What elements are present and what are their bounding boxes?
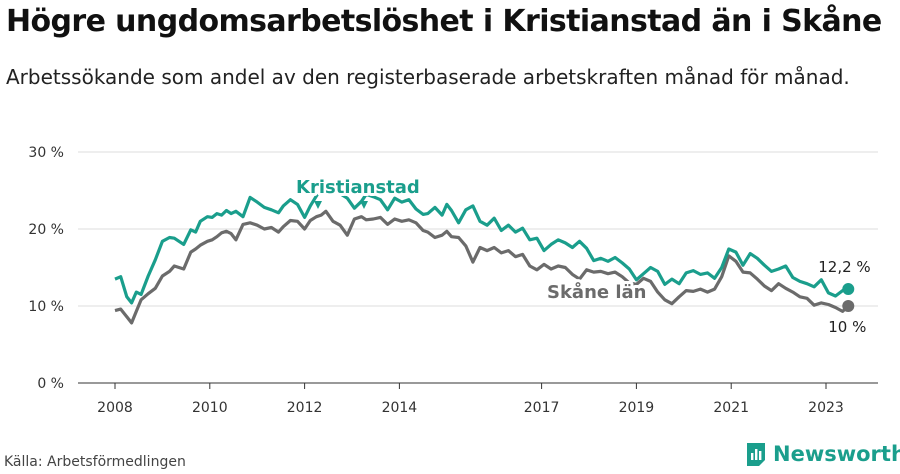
- label-pointer: [360, 201, 368, 209]
- chart-title: Högre ungdomsarbetslöshet i Kristianstad…: [6, 4, 882, 39]
- x-tick-label: 2012: [287, 400, 323, 416]
- series-line-kristianstad: [114, 182, 849, 305]
- label-layer: 12,2 %10 %KristianstadKristianstadSkåne …: [293, 174, 871, 336]
- series-label-halo: Skåne län: [547, 281, 647, 303]
- x-tick-label: 2014: [382, 400, 418, 416]
- y-tick-label: 30 %: [28, 145, 64, 161]
- series-label-halo: Kristianstad: [296, 177, 420, 198]
- series-line-skane: [114, 209, 850, 325]
- end-point-skane: [842, 300, 855, 312]
- brand-name: Newsworthy: [773, 442, 900, 466]
- series-layer: [114, 182, 855, 325]
- y-tick-label: 10 %: [28, 299, 64, 315]
- x-tick-label: 2019: [619, 400, 655, 416]
- x-tick-label: 2021: [713, 400, 749, 416]
- x-tick-label: 2017: [524, 400, 560, 416]
- x-tick-label: 2008: [97, 400, 133, 416]
- series-label-skane: Skåne län: [547, 281, 647, 303]
- end-point-kristianstad: [842, 283, 855, 296]
- brand-logo: Newsworthy: [745, 441, 900, 467]
- x-tick-label: 2010: [192, 400, 228, 416]
- label-pointer: [314, 201, 322, 209]
- grid-layer: 0 % 10 % 20 % 30 % 2008 2010 2012 2014 2017 2019 2…: [28, 145, 878, 416]
- source-note: Källa: Arbetsförmedlingen: [4, 454, 186, 470]
- x-tick-label: 2023: [808, 400, 844, 416]
- end-label-skane: 10 %: [828, 318, 866, 336]
- chart-subtitle: Arbetssökande som andel av den registerb…: [6, 65, 850, 89]
- end-label-kristianstad: 12,2 %: [818, 258, 870, 276]
- series-label-kristianstad: Kristianstad: [296, 177, 420, 198]
- newsworthy-logo-icon: [747, 443, 765, 466]
- y-tick-label: 20 %: [28, 222, 64, 238]
- y-tick-label: 0 %: [37, 376, 64, 392]
